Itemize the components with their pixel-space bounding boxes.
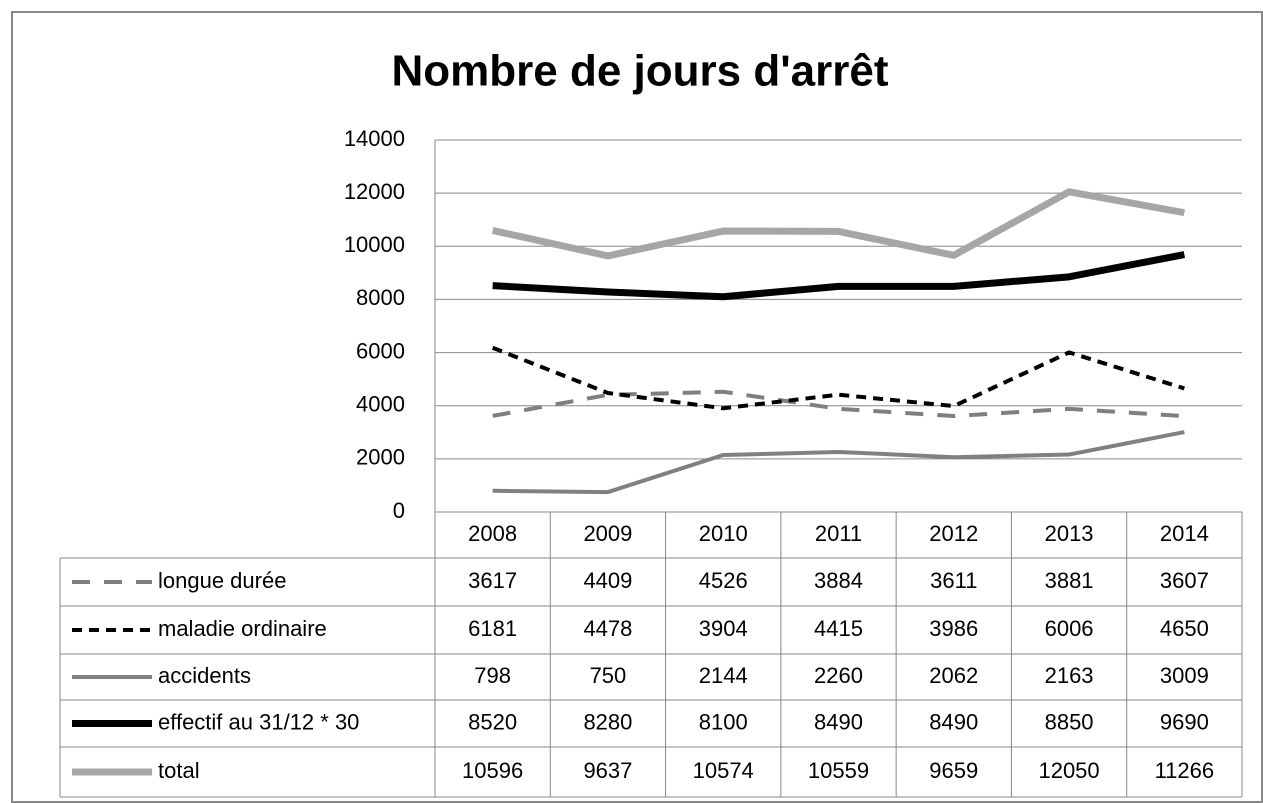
table-cell: 2062 bbox=[929, 663, 978, 688]
series-line bbox=[492, 251, 1186, 301]
table-cell: 6181 bbox=[468, 616, 517, 641]
table-cell: 798 bbox=[474, 663, 511, 688]
table-cell: 10574 bbox=[693, 758, 754, 783]
table-cell: 3986 bbox=[929, 616, 978, 641]
table-cell: 8100 bbox=[699, 709, 748, 734]
table-cell: 9690 bbox=[1160, 709, 1209, 734]
table-cell: 11266 bbox=[1155, 758, 1215, 783]
y-tick-label: 12000 bbox=[344, 179, 405, 204]
chart-frame bbox=[11, 11, 1263, 803]
table-cell: 6006 bbox=[1045, 616, 1094, 641]
x-tick-label: 2011 bbox=[815, 521, 862, 546]
table-cell: 2163 bbox=[1045, 663, 1094, 688]
x-tick-label: 2008 bbox=[468, 521, 517, 546]
legend-label: accidents bbox=[158, 663, 251, 688]
table-cell: 3904 bbox=[699, 616, 748, 641]
table-cell: 4409 bbox=[583, 568, 632, 593]
table-cell: 3884 bbox=[814, 568, 863, 593]
table-cell: 9637 bbox=[583, 758, 632, 783]
y-tick-label: 4000 bbox=[356, 392, 405, 417]
table-cell: 4415 bbox=[814, 616, 863, 641]
table-cell: 750 bbox=[590, 663, 627, 688]
legend-label: maladie ordinaire bbox=[158, 616, 327, 641]
table-cell: 9659 bbox=[929, 758, 978, 783]
table-cell: 8520 bbox=[468, 709, 517, 734]
table-cell: 8490 bbox=[929, 709, 978, 734]
table-cell: 4526 bbox=[699, 568, 748, 593]
table-cell: 8280 bbox=[583, 709, 632, 734]
table-cell: 2260 bbox=[814, 663, 863, 688]
series-line bbox=[492, 430, 1185, 495]
x-tick-label: 2012 bbox=[929, 521, 978, 546]
y-tick-label: 0 bbox=[393, 498, 405, 523]
legend-label: longue durée bbox=[158, 568, 286, 593]
series-line bbox=[492, 389, 1185, 419]
table-cell: 3009 bbox=[1160, 663, 1209, 688]
y-tick-label: 2000 bbox=[356, 445, 405, 470]
chart-title: Nombre de jours d'arrêt bbox=[391, 47, 888, 96]
table-cell: 3607 bbox=[1160, 568, 1209, 593]
legend-label: effectif au 31/12 * 30 bbox=[158, 709, 359, 734]
y-tick-label: 8000 bbox=[356, 285, 405, 310]
table-cell: 4478 bbox=[583, 616, 632, 641]
table-cell: 2144 bbox=[699, 663, 748, 688]
table-cell: 12050 bbox=[1038, 758, 1099, 783]
table-cell: 10596 bbox=[462, 758, 523, 783]
y-tick-label: 14000 bbox=[344, 126, 405, 151]
x-tick-label: 2010 bbox=[699, 521, 748, 546]
table-cell: 4650 bbox=[1160, 616, 1209, 641]
y-tick-label: 6000 bbox=[356, 338, 405, 363]
table-cell: 3617 bbox=[468, 568, 517, 593]
table-cell: 3611 bbox=[930, 568, 977, 593]
x-tick-label: 2013 bbox=[1045, 521, 1094, 546]
table-cell: 3881 bbox=[1045, 568, 1094, 593]
x-tick-label: 2009 bbox=[583, 521, 632, 546]
table-cell: 8490 bbox=[814, 709, 863, 734]
legend-label: total bbox=[158, 758, 200, 783]
y-tick-label: 10000 bbox=[344, 232, 405, 257]
table-cell: 8850 bbox=[1045, 709, 1094, 734]
table-cell: 10559 bbox=[808, 758, 869, 783]
x-tick-label: 2014 bbox=[1160, 521, 1209, 546]
series-line bbox=[491, 345, 1185, 411]
series-line bbox=[491, 188, 1185, 260]
